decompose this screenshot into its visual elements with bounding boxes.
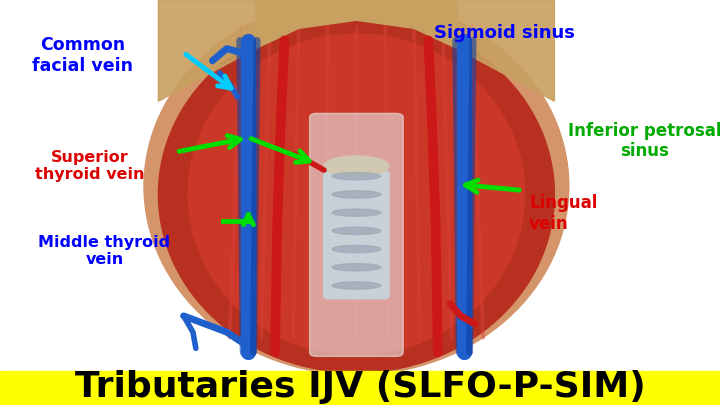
Text: Inferior petrosal
sinus: Inferior petrosal sinus (567, 122, 720, 160)
Ellipse shape (332, 282, 381, 289)
Text: Superior
thyroid vein: Superior thyroid vein (35, 150, 145, 182)
Ellipse shape (332, 191, 381, 198)
Ellipse shape (332, 245, 381, 253)
Text: Middle thyroid
vein: Middle thyroid vein (38, 235, 171, 267)
Ellipse shape (144, 0, 569, 375)
Ellipse shape (332, 227, 381, 234)
Text: Common
facial vein: Common facial vein (32, 36, 133, 75)
FancyBboxPatch shape (0, 371, 720, 405)
Ellipse shape (158, 16, 554, 373)
Ellipse shape (332, 173, 381, 180)
Ellipse shape (332, 209, 381, 216)
Polygon shape (158, 0, 306, 101)
Polygon shape (256, 0, 457, 49)
Text: Lingual
vein: Lingual vein (529, 194, 598, 233)
Text: Sigmoid sinus: Sigmoid sinus (433, 24, 575, 42)
FancyBboxPatch shape (310, 113, 403, 356)
FancyBboxPatch shape (324, 171, 389, 299)
Ellipse shape (324, 156, 389, 176)
Ellipse shape (188, 34, 525, 355)
Polygon shape (407, 0, 554, 101)
Text: Tributaries IJV (SLFO-P-SIM): Tributaries IJV (SLFO-P-SIM) (75, 370, 645, 404)
Ellipse shape (332, 264, 381, 271)
